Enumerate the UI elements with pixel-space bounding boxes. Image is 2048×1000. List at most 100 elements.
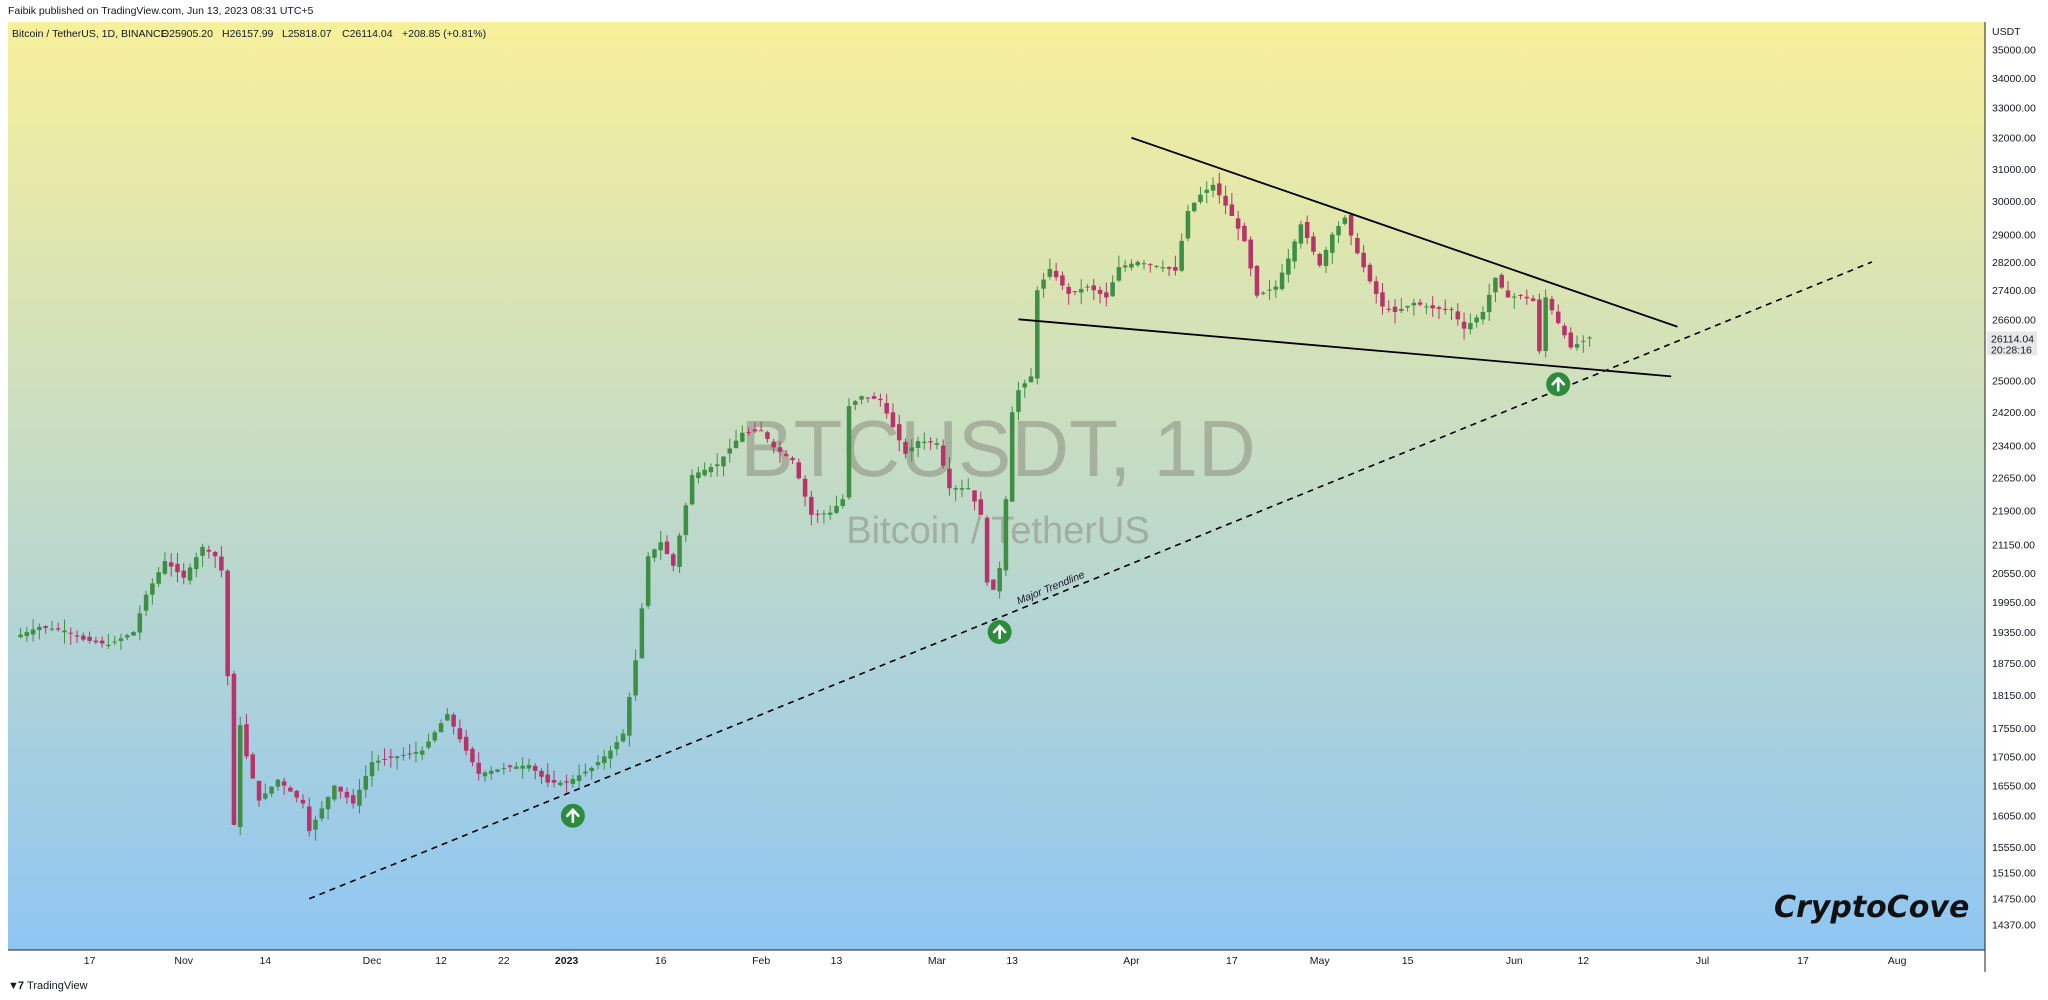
candle bbox=[1003, 496, 1009, 576]
candle-body bbox=[652, 549, 657, 558]
candle-body bbox=[1530, 298, 1536, 302]
candle-body bbox=[959, 488, 965, 490]
candle-body bbox=[363, 775, 369, 790]
tradingview-logo[interactable]: ▼7 TradingView bbox=[8, 980, 88, 992]
candle bbox=[1430, 296, 1435, 318]
candle bbox=[1066, 283, 1071, 305]
candle bbox=[1336, 221, 1341, 244]
candle-body bbox=[696, 472, 701, 479]
candle bbox=[915, 436, 921, 458]
candle bbox=[275, 778, 281, 791]
candle bbox=[168, 553, 174, 577]
candle bbox=[645, 552, 651, 609]
candle-body bbox=[118, 638, 124, 641]
candle bbox=[413, 741, 419, 763]
price-tick-label: 31000.00 bbox=[1992, 164, 2036, 176]
candle bbox=[250, 752, 256, 779]
candle-body bbox=[1342, 217, 1348, 224]
candle bbox=[658, 530, 663, 560]
candle-body bbox=[978, 499, 984, 515]
candle-body bbox=[18, 634, 23, 638]
candle-body bbox=[1173, 266, 1178, 271]
candle bbox=[1317, 252, 1322, 268]
price-tick-label: 34000.00 bbox=[1992, 73, 2036, 85]
candle bbox=[947, 457, 952, 496]
candle-body bbox=[859, 396, 864, 400]
candle-body bbox=[495, 769, 500, 772]
price-tick-label: 20550.00 bbox=[1992, 568, 2036, 580]
candle bbox=[1260, 291, 1266, 296]
candle-body bbox=[802, 478, 808, 497]
candle bbox=[1543, 289, 1548, 358]
wedge-upper-line[interactable] bbox=[1131, 136, 1678, 328]
candle-body bbox=[752, 429, 758, 432]
candle-body bbox=[1066, 286, 1071, 294]
time-axis-background[interactable] bbox=[8, 950, 1985, 972]
candle bbox=[1417, 299, 1423, 307]
candle-body bbox=[520, 765, 525, 769]
candle-body bbox=[1085, 286, 1090, 288]
candle bbox=[1097, 286, 1103, 304]
candle bbox=[1160, 260, 1166, 273]
candle bbox=[1342, 215, 1348, 226]
candle bbox=[194, 552, 199, 578]
candle-body bbox=[871, 396, 877, 399]
footer-bar: ▼7 TradingView bbox=[0, 972, 2048, 1000]
candle-body bbox=[1041, 279, 1046, 289]
candle bbox=[68, 627, 74, 645]
buy-signal-icon bbox=[560, 803, 585, 828]
candle bbox=[664, 535, 670, 555]
candle-body bbox=[137, 613, 143, 633]
price-axis-background[interactable] bbox=[1985, 22, 2048, 972]
candle-body bbox=[1373, 281, 1379, 294]
candle bbox=[1505, 281, 1511, 298]
candle bbox=[118, 633, 124, 650]
candle-body bbox=[150, 583, 155, 595]
candle bbox=[470, 746, 475, 767]
candle-body bbox=[175, 563, 180, 573]
candle-body bbox=[394, 756, 400, 759]
candle bbox=[777, 440, 783, 463]
candle-body bbox=[1279, 272, 1285, 290]
legend-close: C26114.04 bbox=[342, 28, 393, 40]
candle bbox=[890, 403, 896, 428]
candle bbox=[991, 579, 996, 591]
last-price-label: 26114.04 20:28:16 bbox=[1987, 331, 2037, 356]
candle bbox=[24, 626, 30, 643]
candle bbox=[639, 603, 645, 660]
candle-body bbox=[1286, 258, 1291, 275]
candle-body bbox=[300, 799, 306, 804]
candle-body bbox=[689, 475, 695, 505]
candle bbox=[1518, 293, 1523, 300]
candle bbox=[846, 398, 852, 500]
candle bbox=[457, 719, 463, 743]
candle bbox=[445, 707, 450, 721]
plot-background bbox=[8, 22, 1985, 950]
candle-body bbox=[131, 632, 136, 636]
candle-body bbox=[1154, 265, 1159, 267]
candle-body bbox=[526, 765, 532, 769]
candle-body bbox=[49, 628, 55, 630]
candle bbox=[1166, 266, 1172, 277]
candle-body bbox=[539, 770, 544, 777]
candle bbox=[1028, 368, 1034, 383]
candle bbox=[1436, 305, 1442, 320]
candle bbox=[325, 796, 331, 820]
candle-body bbox=[1587, 337, 1592, 339]
candle bbox=[853, 399, 858, 411]
wedge-lower-line[interactable] bbox=[1018, 318, 1672, 378]
candle-body bbox=[953, 488, 958, 490]
candle-body bbox=[237, 725, 243, 827]
time-tick-label: May bbox=[1310, 955, 1331, 967]
candle bbox=[1217, 172, 1222, 204]
candle bbox=[583, 763, 588, 777]
candle bbox=[689, 469, 695, 506]
candle-body bbox=[991, 579, 996, 590]
candle-body bbox=[1047, 268, 1053, 277]
time-tick-label: Jun bbox=[1506, 955, 1523, 967]
candle bbox=[551, 770, 557, 788]
candle-body bbox=[263, 793, 268, 799]
last-price-countdown: 20:28:16 bbox=[1991, 344, 2032, 356]
candle-body bbox=[1411, 302, 1417, 306]
